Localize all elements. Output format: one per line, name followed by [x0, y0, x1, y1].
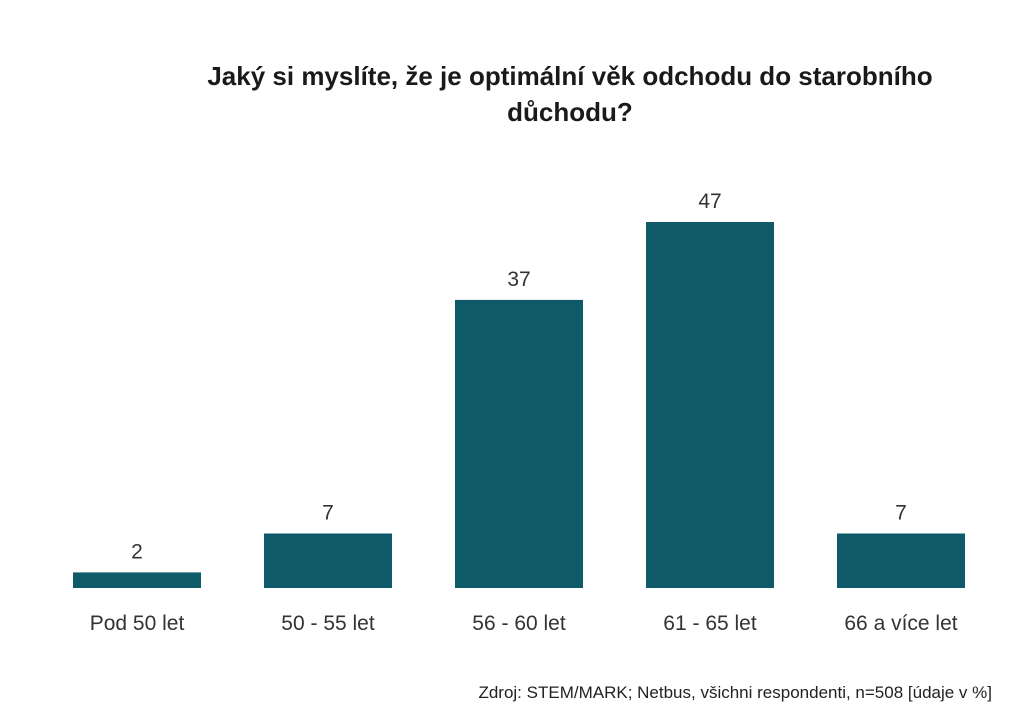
value-label-5: 7 [895, 502, 907, 525]
category-label-2: 50 - 55 let [281, 612, 375, 635]
value-label-4: 47 [698, 190, 721, 213]
bar-5 [837, 533, 965, 588]
bars-layer [73, 222, 965, 588]
chart-title: Jaký si myslíte, že je optimální věk odc… [207, 61, 933, 127]
bar-3 [455, 299, 583, 588]
value-label-3: 37 [507, 268, 530, 291]
category-label-5: 66 a více let [844, 612, 957, 635]
bar-2 [264, 533, 392, 588]
category-label-3: 56 - 60 let [472, 612, 566, 635]
bar-4 [646, 222, 774, 588]
value-label-1: 2 [131, 540, 143, 563]
bar-1 [73, 572, 201, 588]
value-label-2: 7 [322, 502, 334, 525]
category-label-1: Pod 50 let [90, 612, 185, 635]
source-note: Zdroj: STEM/MARK; Netbus, všichni respon… [478, 683, 992, 702]
category-labels-layer: Pod 50 let 50 - 55 let 56 - 60 let 61 - 65 … [90, 612, 958, 635]
category-label-4: 61 - 65 let [663, 612, 757, 635]
